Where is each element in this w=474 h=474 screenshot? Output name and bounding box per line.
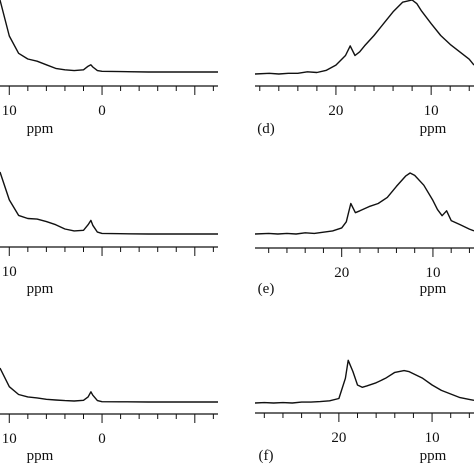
spectrum-trace xyxy=(254,172,474,235)
x-axis-label: ppm xyxy=(420,448,447,464)
x-tick-label: 0 xyxy=(98,431,106,447)
spectrum-trace xyxy=(254,0,474,75)
spectrum-trace xyxy=(254,359,474,404)
spectrum-trace xyxy=(0,0,218,73)
x-tick-label: 20 xyxy=(334,265,349,281)
x-tick-label: 20 xyxy=(331,430,346,446)
x-tick-label: 10 xyxy=(425,430,440,446)
panel-label: (d) xyxy=(257,121,275,137)
x-tick-label: 10 xyxy=(425,265,440,281)
x-axis-label: ppm xyxy=(27,121,54,137)
spectrum-panel: 20 10 ppm (f) xyxy=(254,359,474,464)
spectrum-panel: 10 0 ppm xyxy=(0,0,218,137)
x-tick-label: 10 xyxy=(2,103,17,119)
spectrum-panel: 10 ppm xyxy=(0,171,218,297)
spectrum-panel: 10 0 ppm xyxy=(0,367,218,464)
spectrum-trace xyxy=(0,171,218,235)
x-tick-label: 10 xyxy=(2,431,17,447)
panel-label: (f) xyxy=(259,448,274,464)
x-axis-label: ppm xyxy=(27,448,54,464)
spectrum-trace xyxy=(0,367,218,403)
x-tick-label: 10 xyxy=(2,264,17,280)
x-axis-label: ppm xyxy=(27,281,54,297)
x-tick-label: 0 xyxy=(98,103,106,119)
panel-label: (e) xyxy=(258,281,275,297)
x-axis-label: ppm xyxy=(420,281,447,297)
spectrum-panel: 20 10 ppm (d) xyxy=(254,0,474,137)
x-tick-label: 10 xyxy=(424,103,439,119)
x-axis-label: ppm xyxy=(420,121,447,137)
x-tick-label: 20 xyxy=(328,103,343,119)
